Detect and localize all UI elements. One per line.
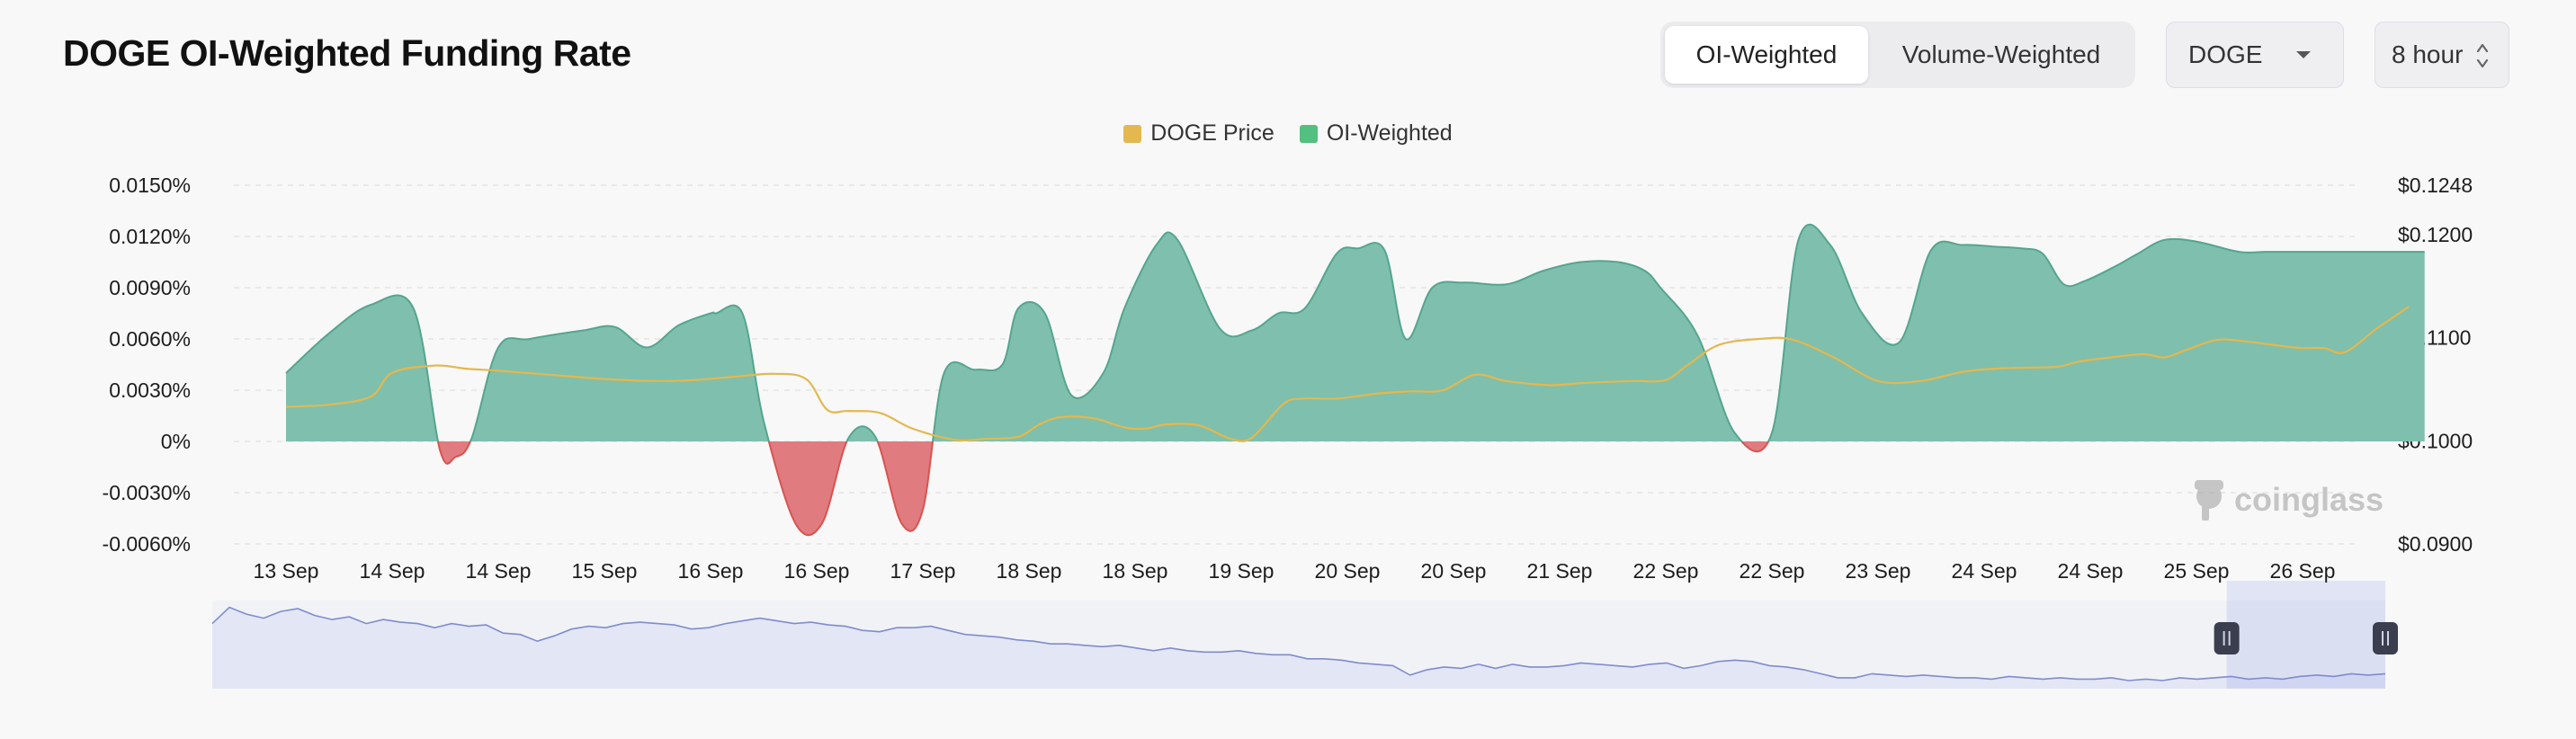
- x-tick-label: 15 Sep: [572, 559, 638, 583]
- asset-select-value: DOGE: [2188, 40, 2263, 68]
- funding-area-group: [285, 223, 2425, 537]
- y-left-tick-label: -0.0060%: [103, 532, 191, 556]
- x-tick-label: 20 Sep: [1421, 559, 1487, 583]
- x-tick-label: 19 Sep: [1209, 559, 1275, 583]
- coinglass-logo-icon: [2195, 480, 2223, 521]
- left-y-axis: 0.0150% 0.0120% 0.0090% 0.0060% 0.0030% 0% -0.…: [103, 174, 191, 556]
- x-tick-label: 14 Sep: [466, 559, 532, 583]
- chart-legend: DOGE Price OI-Weighted: [0, 120, 2576, 147]
- x-tick-label: 21 Sep: [1527, 559, 1593, 583]
- price-line: [285, 306, 2410, 442]
- tab-volume-weighted[interactable]: Volume-Weighted: [1901, 40, 2101, 68]
- legend-item-oi[interactable]: OI-Weighted: [1299, 120, 1453, 147]
- funding-area-positive: [286, 224, 2425, 441]
- x-tick-label: 18 Sep: [1103, 559, 1168, 583]
- chevron-down-icon: [2296, 51, 2311, 58]
- x-axis: 13 Sep 14 Sep 14 Sep 15 Sep 16 Sep 16 Sep 17 S…: [254, 559, 2336, 583]
- x-tick-label: 23 Sep: [1846, 559, 1911, 583]
- x-tick-label: 26 Sep: [2270, 559, 2336, 583]
- handle-grip-icon: [2214, 622, 2240, 654]
- x-tick-label: 14 Sep: [360, 559, 425, 583]
- x-tick-label: 22 Sep: [1633, 559, 1699, 583]
- legend-item-price[interactable]: DOGE Price: [1123, 120, 1275, 147]
- up-down-arrows-icon: [2476, 40, 2489, 71]
- y-left-tick-label: 0%: [161, 430, 191, 453]
- x-tick-label: 18 Sep: [997, 559, 1062, 583]
- page-title: DOGE OI-Weighted Funding Rate: [63, 32, 631, 74]
- tab-oi-weighted[interactable]: OI-Weighted: [1665, 26, 1868, 84]
- y-left-tick-label: 0.0090%: [109, 276, 191, 299]
- asset-select[interactable]: DOGE: [2166, 22, 2344, 88]
- x-tick-label: 17 Sep: [890, 559, 956, 583]
- y-right-tick-label: $0.1200: [2398, 223, 2473, 246]
- y-left-tick-label: 0.0120%: [109, 225, 191, 248]
- y-left-tick-label: 0.0150%: [109, 174, 191, 197]
- y-right-tick-label: $0.1248: [2398, 174, 2473, 197]
- handle-grip-icon: [2373, 622, 2398, 654]
- legend-label-oi: OI-Weighted: [1326, 120, 1453, 146]
- x-tick-label: 24 Sep: [1952, 559, 2017, 583]
- watermark-text: coinglass: [2234, 481, 2384, 518]
- x-tick-label: 16 Sep: [678, 559, 744, 583]
- x-tick-label: 22 Sep: [1740, 559, 1805, 583]
- navigator-handle-left[interactable]: [2214, 622, 2240, 654]
- legend-swatch-oi: [1299, 124, 1318, 143]
- interval-select-value: 8 hour: [2392, 40, 2464, 68]
- funding-area-negative: [286, 441, 2425, 536]
- navigator-handle-right[interactable]: [2373, 622, 2398, 654]
- x-tick-label: 16 Sep: [784, 559, 850, 583]
- x-tick-label: 24 Sep: [2058, 559, 2124, 583]
- weighting-toggle: OI-Weighted Volume-Weighted: [1660, 22, 2135, 88]
- funding-line-positive: [285, 223, 2425, 441]
- legend-label-price: DOGE Price: [1150, 120, 1275, 146]
- y-left-tick-label: 0.0030%: [109, 378, 191, 402]
- x-tick-label: 20 Sep: [1315, 559, 1381, 583]
- price-line-group: [285, 306, 2410, 442]
- y-left-tick-label: 0.0060%: [109, 327, 191, 351]
- navigator-area: [212, 607, 2385, 689]
- x-tick-label: 25 Sep: [2164, 559, 2230, 583]
- y-right-tick-label: $0.0900: [2398, 532, 2473, 556]
- legend-swatch-price: [1123, 124, 1142, 143]
- range-navigator[interactable]: [211, 581, 2398, 689]
- navigator-line: [211, 606, 2386, 681]
- x-tick-label: 13 Sep: [254, 559, 319, 583]
- y-left-tick-label: -0.0030%: [103, 481, 191, 504]
- navigator-selection[interactable]: [2226, 581, 2385, 689]
- interval-select[interactable]: 8 hour: [2375, 22, 2509, 88]
- coinglass-watermark: coinglass: [2195, 480, 2384, 521]
